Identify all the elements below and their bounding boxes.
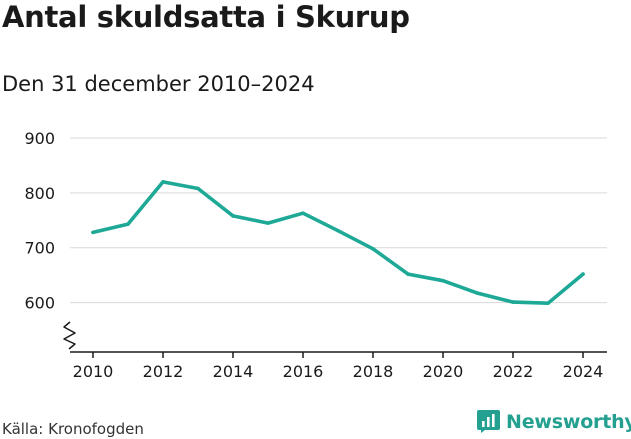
chart-title: Antal skuldsatta i Skurup <box>2 0 410 34</box>
data-point <box>546 301 550 305</box>
data-point <box>406 272 410 276</box>
brand-name: Newsworthy <box>506 410 631 433</box>
x-axis: 2010 2012 2014 2016 2018 2020 2022 2024 <box>70 351 607 381</box>
newsworthy-logo-icon <box>477 410 500 433</box>
data-point <box>196 186 200 191</box>
x-tick-label: 2020 <box>423 362 464 381</box>
series-line <box>91 180 585 306</box>
x-tick-label: 2010 <box>73 362 114 381</box>
data-point <box>301 211 305 215</box>
data-point <box>126 222 130 226</box>
data-point <box>581 272 585 276</box>
x-tick-label: 2014 <box>213 362 254 381</box>
source-note: Källa: Kronofogden <box>2 420 144 438</box>
y-tick-label: 700 <box>24 239 55 258</box>
data-point <box>511 300 515 304</box>
x-tick-label: 2024 <box>563 362 604 381</box>
data-point <box>476 291 480 296</box>
series-group <box>91 180 585 306</box>
axis-break-icon <box>63 321 76 350</box>
data-point <box>336 228 340 233</box>
x-tick-label: 2016 <box>283 362 324 381</box>
data-point <box>161 180 165 184</box>
data-point <box>266 221 270 225</box>
data-point <box>371 247 375 251</box>
brand-logo: Newsworthy <box>477 410 631 433</box>
axis-break-mark <box>63 321 76 350</box>
x-tick-label: 2012 <box>143 362 184 381</box>
y-tick-label: 800 <box>24 184 55 203</box>
y-tick-label: 900 <box>24 129 55 148</box>
chart-subtitle: Den 31 december 2010–2024 <box>2 72 315 96</box>
data-point <box>91 230 95 235</box>
x-tick-label: 2022 <box>493 362 534 381</box>
x-tick-label: 2018 <box>353 362 394 381</box>
line-chart: 600 700 800 900 2010 2012 2014 2016 2018 2020 202… <box>24 129 607 381</box>
gridlines <box>70 137 607 304</box>
y-axis: 600 700 800 900 <box>24 129 55 313</box>
data-point <box>441 278 445 283</box>
y-tick-label: 600 <box>24 294 55 313</box>
data-point <box>231 214 235 218</box>
